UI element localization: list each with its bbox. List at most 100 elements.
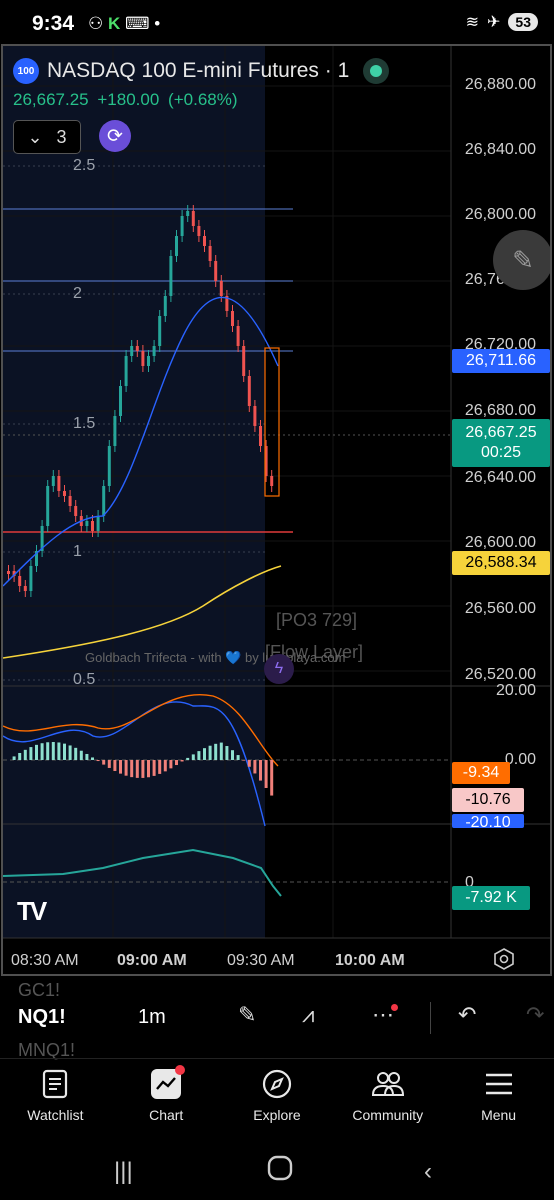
refresh-icon: ⟳	[107, 125, 123, 147]
people-icon	[371, 1067, 405, 1101]
ema-line	[3, 565, 282, 659]
candle-body	[219, 281, 223, 296]
candle-body	[175, 236, 178, 256]
candle-body	[57, 476, 61, 491]
nav-explore[interactable]: Explore	[222, 1059, 333, 1134]
candle-body	[180, 216, 184, 236]
trend-tool-icon[interactable]: ⩘	[302, 1002, 315, 1027]
nav-watchlist[interactable]: Watchlist	[0, 1059, 111, 1134]
interval-selector[interactable]: 1m	[138, 1006, 166, 1028]
chart-canvas[interactable]	[3, 46, 552, 976]
candle-body	[214, 261, 218, 281]
nav-menu[interactable]: Menu	[443, 1059, 554, 1134]
macd-histogram-bar	[208, 745, 212, 760]
macd-histogram-bar	[35, 744, 38, 760]
chart-settings-icon[interactable]	[493, 948, 515, 970]
nav-community[interactable]: Community	[332, 1059, 443, 1134]
candle-body	[186, 211, 190, 216]
session-highlight	[3, 46, 265, 938]
time-axis-label: 09:00 AM	[117, 952, 187, 969]
price-axis-label: 26,680.00	[464, 402, 536, 419]
macd-histogram-bar	[74, 747, 78, 760]
candle-body	[236, 326, 240, 346]
macd-histogram-bar	[124, 760, 128, 776]
candle-body	[197, 226, 201, 236]
symbol-header[interactable]: 100 NASDAQ 100 E-mini Futures · 1	[13, 58, 390, 84]
macd-histogram-bar	[247, 760, 251, 767]
candle-body	[242, 346, 246, 376]
nav-label: Menu	[481, 1107, 517, 1123]
macd-histogram-bar	[23, 749, 27, 760]
candle-body	[91, 521, 94, 531]
clock: 9:34	[32, 12, 75, 35]
candle-body	[35, 551, 38, 566]
candle-body	[63, 491, 66, 496]
macd-histogram-bar	[203, 748, 206, 760]
macd-histogram-bar	[85, 753, 89, 760]
candle-body	[247, 376, 251, 406]
candle-body	[147, 356, 150, 366]
bottom-navigation: Watchlist Chart Explore Community Menu	[0, 1058, 554, 1134]
po3-box	[264, 347, 280, 497]
macd-histogram-bar	[253, 760, 257, 774]
pencil-icon: ✎	[512, 244, 534, 275]
candle-body	[141, 351, 145, 366]
undo-icon[interactable]: ↶	[458, 1002, 477, 1027]
indicator-watermark: Goldbach Trifecta - with 💙 by lumiplaya.…	[85, 650, 346, 665]
watchlist-prev-symbol: GC1!	[18, 980, 61, 1000]
macd-histogram-bar	[12, 756, 16, 760]
candle-body	[102, 486, 106, 516]
macd-histogram-bar	[91, 757, 94, 760]
sync-button[interactable]: ⟳	[99, 120, 131, 152]
draw-pencil-button[interactable]: ✎	[493, 230, 550, 290]
symbol-title[interactable]: NASDAQ 100 E-mini Futures · 1	[47, 59, 350, 82]
macd-histogram-bar	[163, 760, 167, 772]
candle-body	[68, 496, 72, 506]
fib-level-label: 2	[73, 285, 82, 302]
redo-icon[interactable]: ↷	[526, 1002, 545, 1027]
macd-histogram-bar	[107, 760, 111, 768]
candle-body	[152, 346, 156, 356]
candle-body	[40, 526, 44, 551]
macd-histogram-bar	[158, 760, 162, 774]
fib-level-label: 2.5	[73, 157, 96, 174]
brush-tool-icon[interactable]: ✎	[238, 1002, 257, 1027]
chart-frame[interactable]: 100 NASDAQ 100 E-mini Futures · 1 26,667…	[1, 44, 552, 976]
ema-price-tag: 26,588.34	[452, 551, 550, 575]
candle-body	[259, 426, 262, 446]
po3-label: [PO3 729]	[276, 610, 358, 630]
indicator-count: 3	[56, 126, 67, 147]
home-icon[interactable]	[266, 1154, 294, 1189]
recent-apps-icon[interactable]: |||	[114, 1158, 133, 1185]
candle-body	[18, 576, 22, 586]
candle-body	[119, 386, 122, 416]
wifi-icon: ≋	[465, 14, 480, 31]
candle-body	[270, 476, 274, 486]
chevron-down-icon: ⌄	[27, 126, 43, 147]
candle-body	[203, 236, 206, 246]
symbol-selector[interactable]: NQ1!	[18, 1006, 66, 1028]
back-icon[interactable]: ‹	[424, 1158, 432, 1185]
fib-level-label: 0.5	[73, 671, 96, 688]
macd-histogram-bar	[40, 743, 44, 760]
more-tools-icon[interactable]: ⋯	[372, 1002, 398, 1028]
macd-histogram-bar	[270, 760, 274, 796]
indicators-toggle-button[interactable]: ⌄ 3	[13, 120, 81, 154]
candle-body	[107, 446, 111, 486]
price-change: +180.00	[97, 90, 160, 109]
candle-body	[85, 521, 89, 526]
candle-body	[7, 571, 10, 574]
macd-histogram-bar	[46, 742, 50, 760]
moving-average-line	[3, 296, 279, 587]
price-summary: 26,667.25 +180.00 (+0.68%)	[13, 90, 242, 110]
last-price: 26,667.25	[13, 90, 89, 109]
nav-chart[interactable]: Chart	[111, 1059, 222, 1134]
price-axis-label: 26,840.00	[464, 141, 536, 158]
battery-indicator: 53	[508, 13, 538, 31]
volume-delta-line	[3, 848, 282, 897]
candle-body	[23, 586, 27, 591]
macd-histogram-bar	[152, 760, 156, 776]
system-navigation: ||| ‹	[0, 1140, 554, 1200]
price-change-pct: (+0.68%)	[168, 90, 238, 109]
current-price-tag: 26,667.25 00:25	[452, 419, 550, 467]
